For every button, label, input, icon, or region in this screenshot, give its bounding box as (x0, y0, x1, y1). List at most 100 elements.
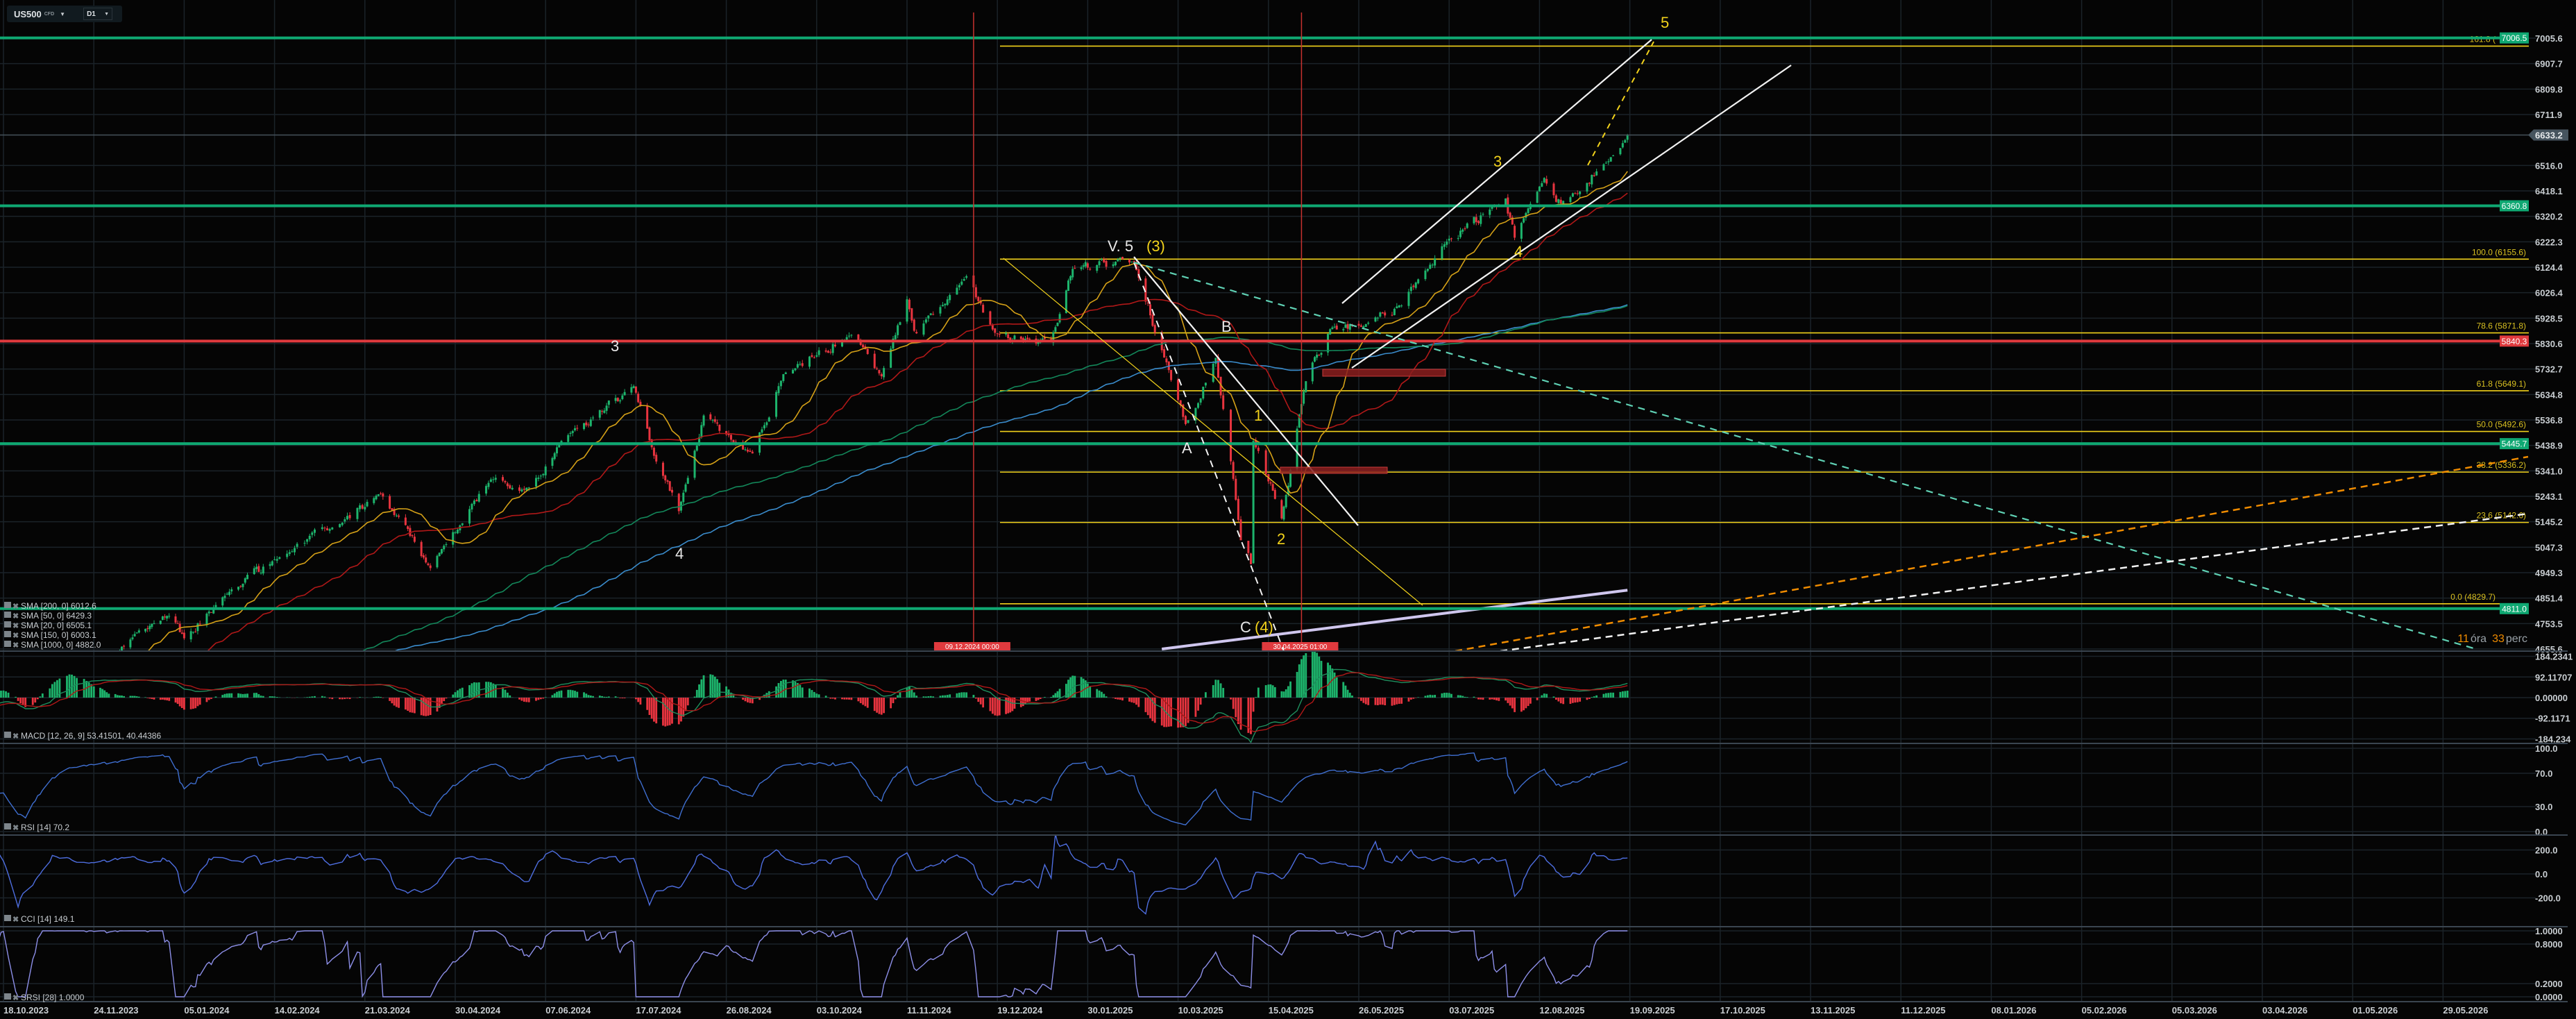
candle (443, 544, 446, 552)
chevron-down-icon[interactable]: ▼ (60, 10, 66, 17)
candle-body (1409, 287, 1412, 292)
legend-settings-icon[interactable] (4, 612, 11, 618)
candle (1280, 498, 1283, 520)
macd-histogram-bar (425, 698, 427, 716)
candle-body (944, 303, 947, 305)
candle-body (1571, 193, 1574, 197)
macd-histogram-bar (5, 691, 7, 698)
candle (1170, 369, 1173, 382)
macd-histogram-bar (1557, 698, 1560, 702)
candle-body (746, 449, 749, 452)
candle-body (845, 337, 848, 340)
candle-body (1054, 327, 1057, 332)
candle (1327, 333, 1330, 356)
macd-histogram-bar (502, 687, 504, 698)
candle-body (1511, 217, 1514, 225)
drawings-layer[interactable]: 7006.5 6360.8 5840.3 5445.7 4811.0 6633.2 09.1… (0, 12, 2568, 651)
macd-histogram-bar (373, 697, 375, 698)
candle (949, 293, 951, 303)
candle-body (269, 564, 271, 566)
macd-histogram-bar (592, 696, 594, 698)
candle (1149, 301, 1152, 319)
supply-zone-rect (1322, 369, 1446, 377)
candle-body (1165, 358, 1168, 362)
legend-cci[interactable]: CCI [14] 149.1 (21, 914, 75, 924)
timeframe-select[interactable]: D1 ▼ (83, 8, 113, 20)
legend-settings-icon[interactable] (4, 993, 11, 1000)
macd-histogram-bar (1466, 697, 1468, 698)
candle (1384, 310, 1387, 318)
candle-body (989, 311, 992, 325)
macd-histogram-bar (751, 698, 754, 704)
candle (321, 523, 323, 531)
macd-histogram-bar (1604, 693, 1607, 698)
candle (166, 615, 169, 621)
candle-body (1357, 323, 1360, 326)
legend-close-icon[interactable]: ✖ (12, 632, 19, 640)
legend-sma150[interactable]: SMA [150, 0] 6003.1 (21, 630, 96, 640)
candle (239, 585, 242, 589)
legend-sma20[interactable]: SMA [20, 0] 6505.1 (21, 621, 92, 630)
wave-label-4-right: 4 (1514, 243, 1523, 260)
candle (1489, 207, 1491, 219)
legend-close-icon[interactable]: ✖ (12, 603, 19, 611)
macd-histogram-bar (1441, 693, 1443, 698)
candle (244, 577, 246, 584)
x-tick-label: 01.05.2026 (2353, 1005, 2398, 1016)
symbol-selector[interactable]: US500 CFD ▼ D1 ▼ (7, 6, 122, 22)
candle-body (382, 493, 384, 497)
macd-histogram-bar (137, 696, 140, 698)
macd-histogram-bar (210, 698, 212, 699)
legend-settings-icon[interactable] (4, 631, 11, 637)
legend-srsi[interactable]: SRSI [28] 1.0000 (21, 993, 85, 1002)
legend-settings-icon[interactable] (4, 621, 11, 628)
candle (1621, 140, 1624, 149)
candle-body (321, 527, 323, 530)
candle-body (1103, 259, 1105, 262)
legend-close-icon[interactable]: ✖ (12, 622, 19, 630)
legend-close-icon[interactable]: ✖ (12, 732, 19, 741)
candle (411, 534, 414, 538)
legend-settings-icon[interactable] (4, 915, 11, 921)
macd-histogram-bar (1087, 683, 1089, 698)
x-tick-label: 29.05.2026 (2443, 1005, 2488, 1016)
candle-body (1320, 353, 1323, 355)
candle-body (592, 417, 595, 419)
macd-histogram-bar (34, 698, 37, 703)
macd-histogram-bar (1434, 695, 1437, 698)
candle (592, 415, 595, 421)
macd-histogram-bar (459, 689, 461, 698)
candle-body (1426, 269, 1429, 271)
sma-20-line (147, 171, 1628, 651)
macd-histogram-bar (1269, 684, 1272, 698)
legend-close-icon[interactable]: ✖ (12, 612, 19, 621)
legend-settings-icon[interactable] (4, 641, 11, 647)
legend-close-icon[interactable]: ✖ (12, 824, 19, 832)
candle-body (817, 350, 820, 355)
legend-sma50[interactable]: SMA [50, 0] 6429.3 (21, 611, 92, 621)
levels-layer: 161.8 (100.0 (6155.6)78.6 (5871.8)61.8 (… (1000, 34, 2529, 605)
legend-settings-icon[interactable] (4, 823, 11, 829)
candle-body (1271, 484, 1274, 491)
legend-close-icon[interactable]: ✖ (12, 916, 19, 924)
legend-rsi[interactable]: RSI [14] 70.2 (21, 823, 69, 832)
macd-histogram-bar (221, 695, 224, 698)
macd-histogram-bar (1232, 698, 1235, 709)
macd-histogram-bar (1271, 685, 1274, 698)
candle (623, 389, 626, 396)
macd-histogram-bar (76, 677, 78, 698)
macd-histogram-bar (1182, 698, 1185, 727)
candle-body (1595, 171, 1598, 176)
legend-macd[interactable]: MACD [12, 26, 9] 53.41501, 40.44386 (21, 731, 161, 741)
legend-close-icon[interactable]: ✖ (12, 641, 19, 650)
legend-sma1000[interactable]: SMA [1000, 0] 4882.0 (21, 640, 101, 650)
macd-histogram-bar (1426, 695, 1429, 698)
legend-sma200[interactable]: SMA [200, 0] 6012.6 (21, 601, 96, 611)
candle-body (1379, 312, 1382, 317)
legend-close-icon[interactable]: ✖ (12, 994, 19, 1002)
legend-settings-icon[interactable] (4, 602, 11, 608)
candle (1480, 212, 1482, 227)
macd-histogram-bar (1130, 698, 1133, 702)
legend-settings-icon[interactable] (4, 732, 11, 738)
